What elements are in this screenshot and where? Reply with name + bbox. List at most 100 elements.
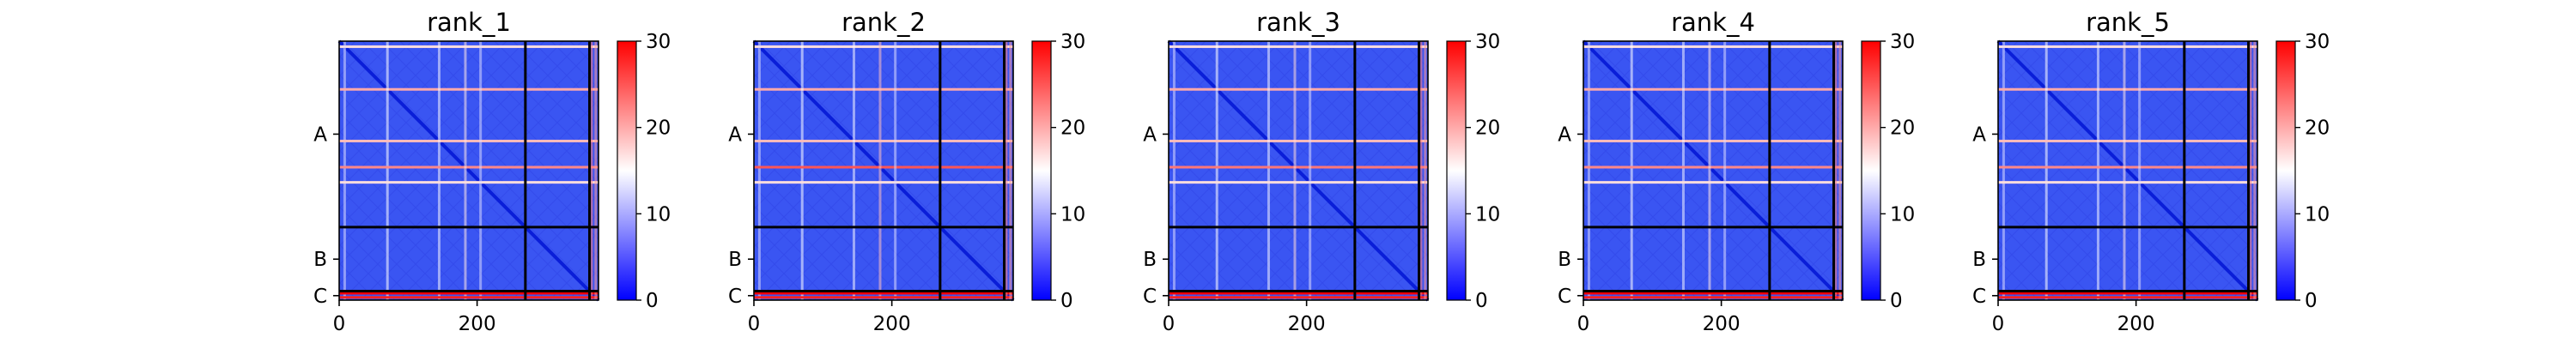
colorbar-tick-label: 30 <box>1060 31 1085 53</box>
y-tick-label: B <box>1143 249 1157 271</box>
heatmap-band <box>1583 139 1843 142</box>
colorbar-tick-label: 0 <box>1475 290 1488 312</box>
heatmap-column-band <box>878 41 882 300</box>
heatmap-diagonal <box>1996 39 2259 302</box>
heatmap-band <box>339 139 598 142</box>
colorbar <box>1861 40 1881 301</box>
plot-frame <box>338 40 599 301</box>
heatmap-band <box>339 181 598 184</box>
heatmap-band <box>1169 165 1428 169</box>
colorbar-tick-label: 30 <box>2305 31 2330 53</box>
heatmap-column-band <box>2123 41 2126 300</box>
heatmap-column-band <box>1681 41 1685 300</box>
heatmap-band <box>754 292 1013 295</box>
plot-frame <box>1583 40 1844 301</box>
heatmap-band <box>754 45 1013 48</box>
heatmap-column-band <box>1009 41 1012 300</box>
heatmap-band <box>1583 87 1843 91</box>
panel-title: rank_4 <box>1671 8 1755 37</box>
heatmap-column-band <box>464 41 467 300</box>
y-tick-label: B <box>728 249 742 271</box>
y-tick-label: B <box>1972 249 1986 271</box>
heatmap-column-band <box>2253 41 2257 300</box>
colorbar-tick-label: 20 <box>2305 117 2330 140</box>
heatmap-column-band <box>2096 41 2099 300</box>
heatmap-diagonal <box>1582 39 1844 302</box>
y-tick-label: C <box>1972 286 1986 308</box>
colorbar <box>1031 40 1052 301</box>
heatmap-band <box>754 296 1013 299</box>
heatmap-band <box>1169 139 1428 142</box>
heatmap-column-band <box>1309 41 1312 300</box>
heatmap-column-band <box>1723 41 1727 300</box>
heatmap-band <box>1583 165 1843 169</box>
heatmap-diagonal <box>1167 39 1430 302</box>
heatmap-band <box>1169 292 1428 295</box>
heatmap-column-band <box>1419 41 1423 300</box>
heatmap-band <box>1583 181 1843 184</box>
colorbar-tick-label: 10 <box>1890 203 1915 226</box>
y-tick-label: C <box>313 286 327 308</box>
x-tick-label: 200 <box>459 313 496 335</box>
colorbar <box>617 40 637 301</box>
heatmap-column-band <box>1172 41 1176 300</box>
y-tick-label: A <box>1143 123 1157 146</box>
heatmap-column-band <box>1838 41 1842 300</box>
heatmap-column-band <box>757 41 761 300</box>
heatmap-band <box>1998 45 2257 48</box>
heatmap-column-band <box>1587 41 1590 300</box>
heatmap-column-band <box>437 41 440 300</box>
heatmap-diagonal <box>752 39 1015 302</box>
panel-title: rank_2 <box>841 8 926 37</box>
heatmap-column-band <box>1215 41 1218 300</box>
heatmap-column-band <box>2002 41 2005 300</box>
heatmap-band <box>1169 45 1428 48</box>
heatmap-band <box>754 87 1013 91</box>
heatmap-band <box>339 296 598 299</box>
heatmap-band <box>1998 292 2257 295</box>
heatmap-band <box>754 139 1013 142</box>
heatmap-band <box>1583 45 1843 48</box>
colorbar-tick-label: 0 <box>1890 290 1903 312</box>
colorbar-tick-label: 10 <box>2305 203 2330 226</box>
colorbar-tick-label: 0 <box>646 290 659 312</box>
heatmap-column-band <box>594 41 598 300</box>
y-tick-label: B <box>313 249 327 271</box>
heatmap-band <box>1998 181 2257 184</box>
heatmap-band <box>1583 296 1843 299</box>
heatmap-diagonal <box>337 39 600 302</box>
colorbar-tick-label: 30 <box>1890 31 1915 53</box>
heatmap-column-band <box>1005 41 1008 300</box>
colorbar-tick-label: 0 <box>1060 290 1073 312</box>
heatmap-band <box>754 181 1013 184</box>
heatmap-column-band <box>894 41 897 300</box>
heatmap-band <box>1998 296 2257 299</box>
plot-frame <box>1168 40 1429 301</box>
heatmap-band <box>1998 139 2257 142</box>
heatmap-band <box>1169 296 1428 299</box>
colorbar-tick-label: 30 <box>646 31 671 53</box>
colorbar-tick-label: 20 <box>1890 117 1915 140</box>
plot-frame <box>1997 40 2258 301</box>
heatmap-column-band <box>343 41 346 300</box>
x-tick-label: 0 <box>1577 313 1590 335</box>
heatmap-column-band <box>1834 41 1838 300</box>
x-tick-label: 200 <box>1703 313 1741 335</box>
heatmap-band <box>339 165 598 169</box>
colorbar <box>1446 40 1467 301</box>
x-tick-label: 200 <box>873 313 911 335</box>
heatmap-column-band <box>1424 41 1427 300</box>
heatmap-column-band <box>1630 41 1633 300</box>
heatmap-column-band <box>479 41 483 300</box>
heatmap-band <box>1169 181 1428 184</box>
colorbar-tick-label: 20 <box>1060 117 1085 140</box>
colorbar-tick-label: 20 <box>1475 117 1500 140</box>
y-tick-label: C <box>1143 286 1157 308</box>
heatmap-column-band <box>1267 41 1270 300</box>
colorbar-tick-label: 10 <box>1060 203 1085 226</box>
